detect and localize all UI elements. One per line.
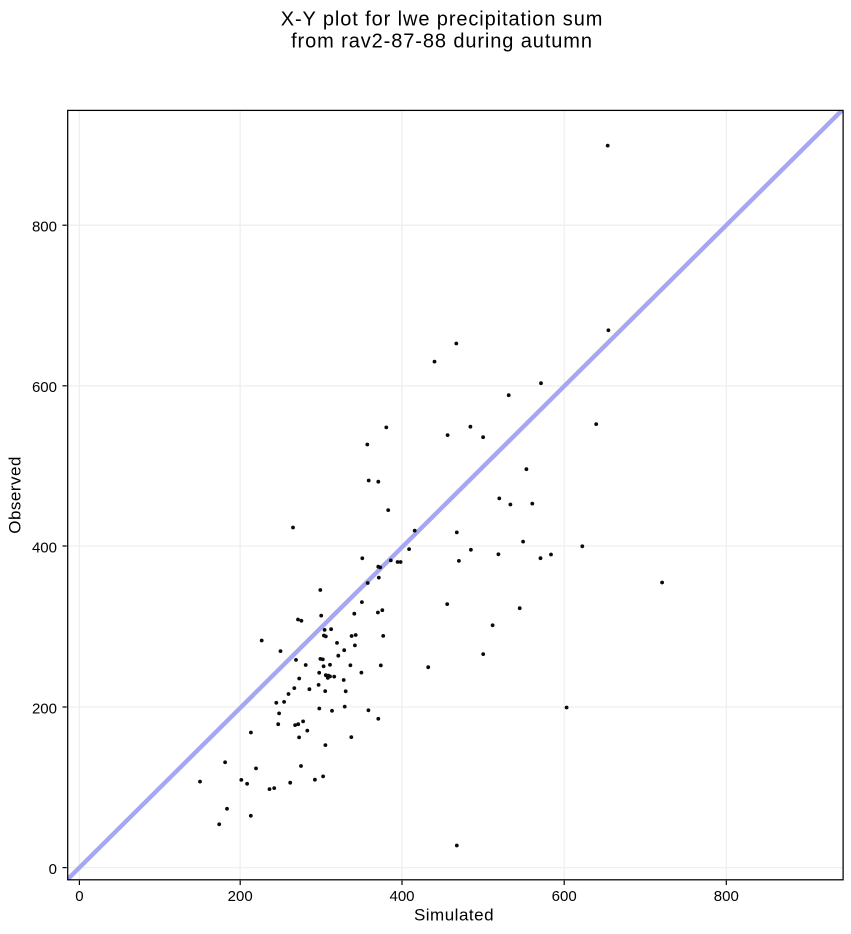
svg-text:0: 0 — [75, 888, 83, 905]
svg-text:Observed: Observed — [6, 456, 25, 534]
svg-text:200: 200 — [228, 888, 253, 905]
svg-text:600: 600 — [552, 888, 577, 905]
svg-text:800: 800 — [714, 888, 739, 905]
svg-text:600: 600 — [32, 379, 57, 396]
svg-text:X-Y plot for lwe precipitation: X-Y plot for lwe precipitation sum — [281, 9, 604, 31]
svg-text:Simulated: Simulated — [414, 906, 494, 925]
svg-text:400: 400 — [32, 539, 57, 556]
svg-text:400: 400 — [389, 888, 414, 905]
svg-text:0: 0 — [49, 861, 57, 878]
svg-text:200: 200 — [32, 700, 57, 717]
svg-text:from rav2-87-88 during autumn: from rav2-87-88 during autumn — [291, 30, 593, 52]
svg-text:800: 800 — [32, 219, 57, 236]
